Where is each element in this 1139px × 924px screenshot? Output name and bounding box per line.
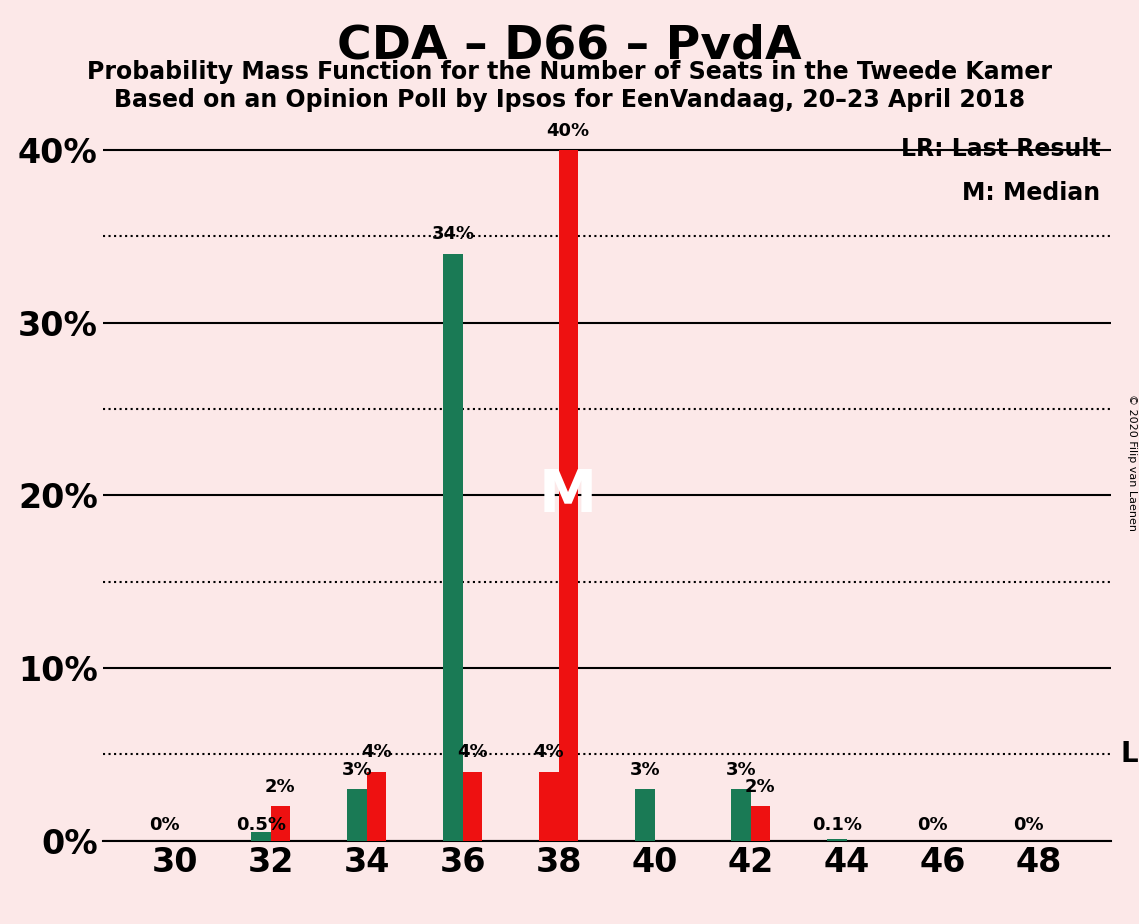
Text: 0%: 0% xyxy=(918,816,949,834)
Bar xyxy=(271,807,289,841)
Text: LR: LR xyxy=(1121,740,1139,769)
Text: 0%: 0% xyxy=(1014,816,1044,834)
Text: CDA – D66 – PvdA: CDA – D66 – PvdA xyxy=(337,23,802,68)
Text: 3%: 3% xyxy=(342,760,372,779)
Bar xyxy=(558,150,577,841)
Text: © 2020 Filip van Laenen: © 2020 Filip van Laenen xyxy=(1126,394,1137,530)
Text: 3%: 3% xyxy=(630,760,661,779)
Text: M: Median: M: Median xyxy=(962,181,1100,205)
Bar xyxy=(751,807,770,841)
Text: Based on an Opinion Poll by Ipsos for EenVandaag, 20–23 April 2018: Based on an Opinion Poll by Ipsos for Ee… xyxy=(114,88,1025,112)
Text: 2%: 2% xyxy=(745,778,776,796)
Bar xyxy=(827,839,846,841)
Text: 0.5%: 0.5% xyxy=(236,816,286,834)
Text: 3%: 3% xyxy=(726,760,756,779)
Bar xyxy=(347,789,367,841)
Bar xyxy=(636,789,655,841)
Text: 2%: 2% xyxy=(264,778,295,796)
Bar xyxy=(367,772,386,841)
Text: M: M xyxy=(539,467,597,524)
Text: 4%: 4% xyxy=(457,744,487,761)
Text: 0.1%: 0.1% xyxy=(812,816,862,834)
Text: 34%: 34% xyxy=(432,225,475,243)
Text: 40%: 40% xyxy=(547,122,590,140)
Bar xyxy=(462,772,482,841)
Bar xyxy=(252,833,271,841)
Text: 4%: 4% xyxy=(361,744,392,761)
Text: 4%: 4% xyxy=(533,744,564,761)
Text: LR: Last Result: LR: Last Result xyxy=(901,138,1100,162)
Text: Probability Mass Function for the Number of Seats in the Tweede Kamer: Probability Mass Function for the Number… xyxy=(87,60,1052,84)
Bar xyxy=(443,254,462,841)
Bar xyxy=(539,772,558,841)
Bar xyxy=(731,789,751,841)
Text: 0%: 0% xyxy=(149,816,180,834)
